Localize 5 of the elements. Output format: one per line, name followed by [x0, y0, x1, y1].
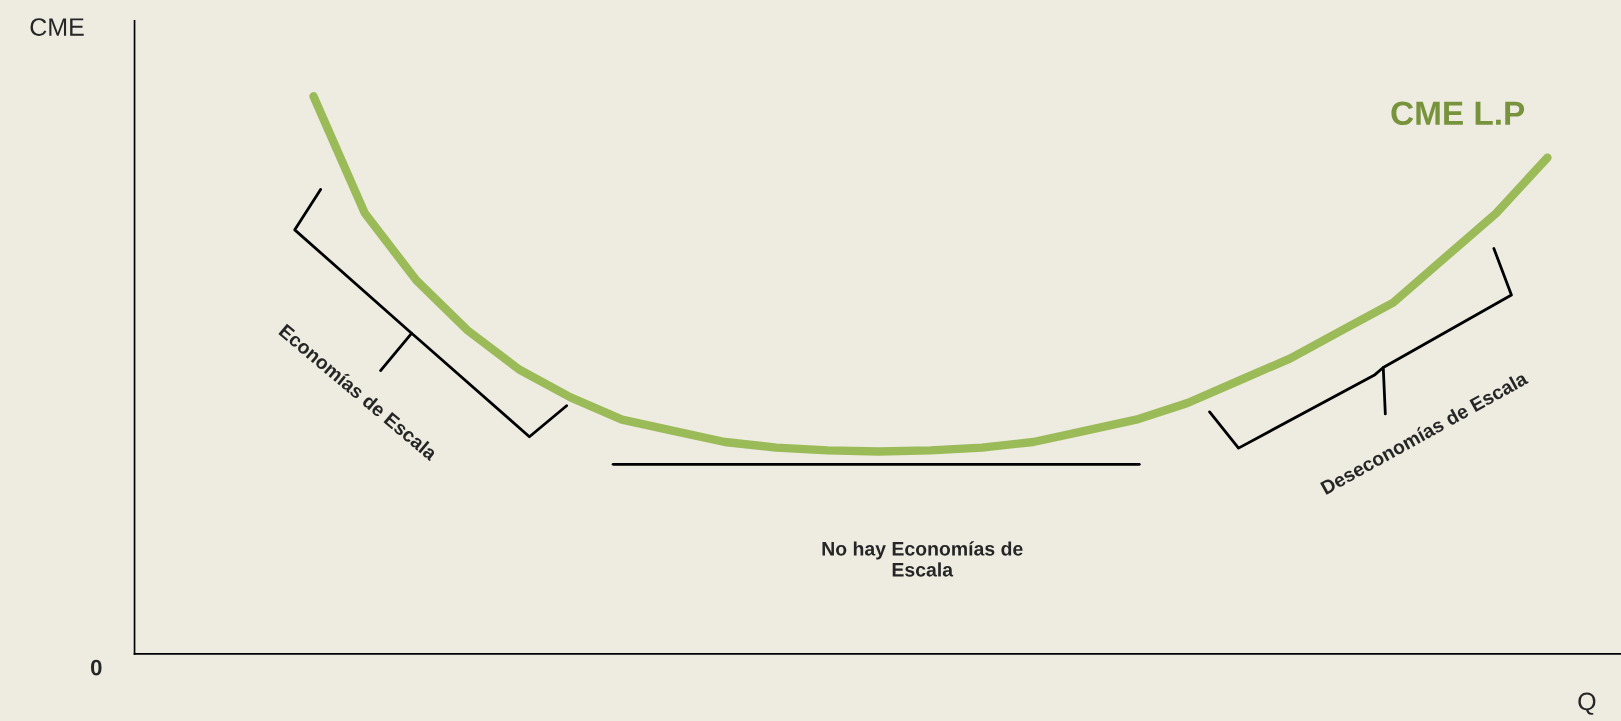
- text: 0: [91, 659, 102, 676]
- text: CME: [30, 18, 84, 36]
- annotation: No hay Economías de Escala: [822, 541, 1023, 577]
- x-axis-title: Q: [1578, 692, 1596, 715]
- series-label: CME L.P: [1391, 101, 1525, 126]
